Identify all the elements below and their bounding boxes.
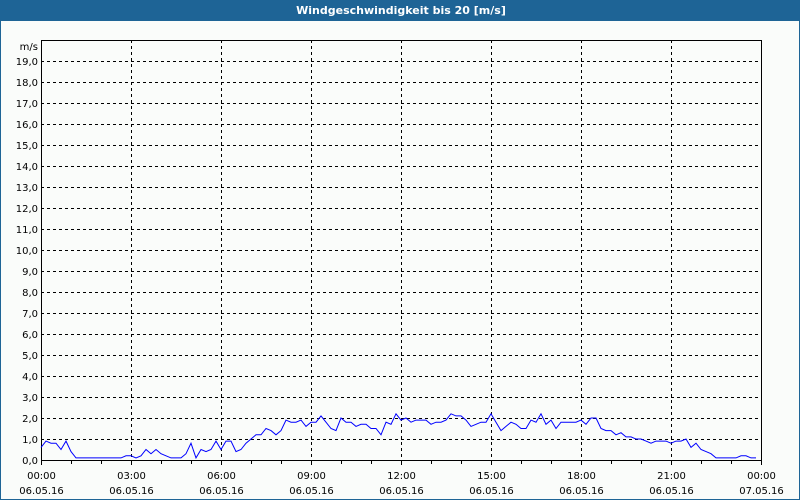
x-tick-date-label: 06.05.16: [649, 486, 694, 497]
y-tick-label: 1,0: [22, 435, 38, 446]
y-tick-label: 5,0: [22, 351, 38, 362]
y-tick-label: 7,0: [22, 309, 38, 320]
x-tick-time-label: 15:00: [477, 471, 506, 482]
x-tick-time-label: 09:00: [297, 471, 326, 482]
y-tick-label: 9,0: [22, 267, 38, 278]
x-tick-date-label: 07.05.16: [739, 486, 784, 497]
x-tick-date-label: 06.05.16: [559, 486, 604, 497]
y-tick-label: 2,0: [22, 414, 38, 425]
wind-speed-line: [40, 412, 756, 460]
grid: [41, 40, 761, 460]
chart-title: Windgeschwindigkeit bis 20 [m/s]: [1, 0, 799, 21]
y-tick-label: 16,0: [16, 120, 38, 131]
y-tick-label: 14,0: [16, 162, 38, 173]
y-tick-label: 15,0: [16, 141, 38, 152]
plot-border: [41, 40, 762, 461]
x-tick-time-label: 00:00: [27, 471, 56, 482]
y-axis-unit-label: m/s: [20, 42, 38, 53]
axes: [41, 40, 762, 465]
y-tick-label: 3,0: [22, 393, 38, 404]
x-tick-time-label: 06:00: [207, 471, 236, 482]
x-tick-time-label: 00:00: [747, 471, 776, 482]
x-tick-date-label: 06.05.16: [19, 486, 64, 497]
y-tick-label: 17,0: [16, 99, 38, 110]
series-layer: [40, 412, 756, 460]
x-tick-date-label: 06.05.16: [199, 486, 244, 497]
x-tick-time-label: 12:00: [387, 471, 416, 482]
x-tick-date-label: 06.05.16: [469, 486, 514, 497]
y-tick-label: 12,0: [16, 204, 38, 215]
x-tick-date-label: 06.05.16: [379, 486, 424, 497]
x-tick-time-label: 21:00: [657, 471, 686, 482]
x-tick-time-label: 18:00: [567, 471, 596, 482]
y-tick-label: 10,0: [16, 246, 38, 257]
x-tick-date-label: 06.05.16: [289, 486, 334, 497]
x-tick-time-label: 03:00: [117, 471, 146, 482]
tick-labels: 0,0 1,0 2,0 3,0 4,0 5,0 6,0 7,0 8,0 9,0 10,0 11,0 12…: [16, 57, 784, 497]
y-tick-label: 11,0: [16, 225, 38, 236]
y-tick-label: 0,0: [22, 456, 38, 467]
y-tick-label: 8,0: [22, 288, 38, 299]
y-tick-label: 18,0: [16, 78, 38, 89]
y-tick-label: 4,0: [22, 372, 38, 383]
x-tick-date-label: 06.05.16: [109, 486, 154, 497]
y-tick-label: 19,0: [16, 57, 38, 68]
y-tick-label: 6,0: [22, 330, 38, 341]
y-tick-label: 13,0: [16, 183, 38, 194]
